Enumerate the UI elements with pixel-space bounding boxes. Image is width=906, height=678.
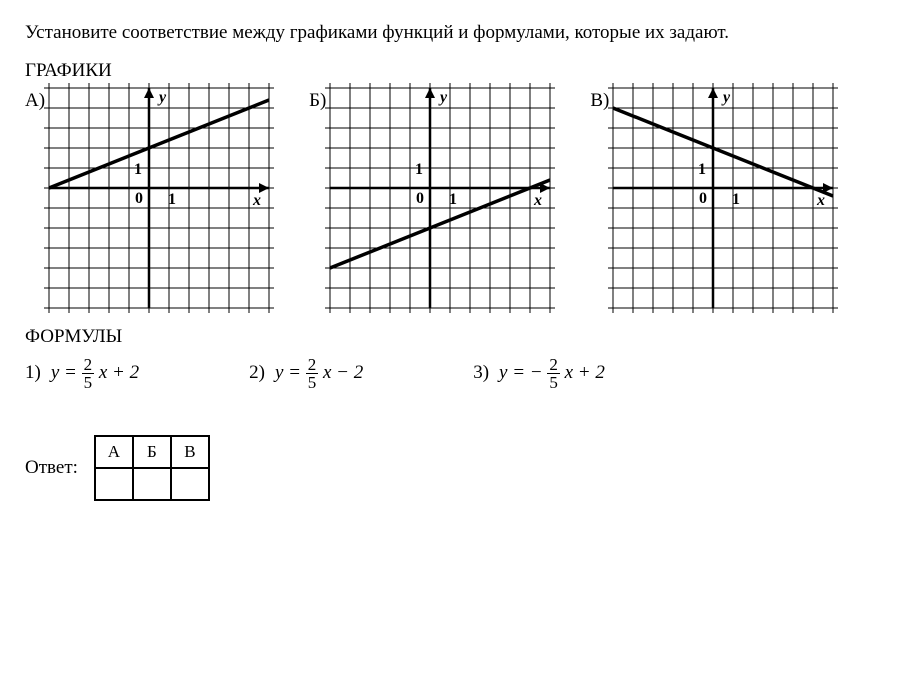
graphs-title: ГРАФИКИ xyxy=(25,60,881,82)
graph-c: 0 1 1 x y xyxy=(613,88,833,308)
formulas-row: 1) y = 25 x + 2 2) y = 25 x − 2 3) y = −… xyxy=(25,356,881,391)
formula-1-body: y = 25 x + 2 xyxy=(51,356,139,391)
formula-3-body: y = − 25 x + 2 xyxy=(499,356,605,391)
svg-text:x: x xyxy=(533,192,542,209)
formula-1-num: 1) xyxy=(25,362,41,384)
svg-text:1: 1 xyxy=(732,191,740,208)
graph-label-c: В) xyxy=(590,88,609,112)
svg-text:0: 0 xyxy=(135,190,143,207)
graphs-row: А) 0 1 1 x y Б) 0 1 1 x y В) 0 1 1 x y xyxy=(25,88,881,308)
svg-text:0: 0 xyxy=(699,190,707,207)
answer-cell-b[interactable] xyxy=(133,468,171,500)
svg-text:1: 1 xyxy=(415,161,423,178)
formula-2: 2) y = 25 x − 2 xyxy=(249,356,363,391)
instruction-text: Установите соответствие между графиками … xyxy=(25,20,881,46)
answer-header-c: В xyxy=(171,436,209,468)
answer-cell-c[interactable] xyxy=(171,468,209,500)
svg-text:y: y xyxy=(438,89,448,106)
answer-row: Ответ: А Б В xyxy=(25,435,881,501)
formula-2-num: 2) xyxy=(249,362,265,384)
formulas-title: ФОРМУЛЫ xyxy=(25,326,881,348)
svg-text:y: y xyxy=(721,89,731,106)
graph-block-c: В) 0 1 1 x y xyxy=(590,88,833,308)
formula-3-num: 3) xyxy=(473,362,489,384)
svg-text:1: 1 xyxy=(134,161,142,178)
graph-a: 0 1 1 x y xyxy=(49,88,269,308)
svg-text:0: 0 xyxy=(416,190,424,207)
formula-3: 3) y = − 25 x + 2 xyxy=(473,356,605,391)
svg-text:x: x xyxy=(252,192,261,209)
answer-header-a: А xyxy=(95,436,133,468)
svg-text:x: x xyxy=(816,192,825,209)
graph-b: 0 1 1 x y xyxy=(330,88,550,308)
svg-text:1: 1 xyxy=(698,161,706,178)
graph-label-a: А) xyxy=(25,88,45,112)
answer-header-b: Б xyxy=(133,436,171,468)
graph-block-a: А) 0 1 1 x y xyxy=(25,88,269,308)
svg-text:y: y xyxy=(157,89,167,106)
answer-label: Ответ: xyxy=(25,457,78,479)
svg-text:1: 1 xyxy=(449,191,457,208)
graph-label-b: Б) xyxy=(309,88,326,112)
formula-2-body: y = 25 x − 2 xyxy=(275,356,363,391)
formula-1: 1) y = 25 x + 2 xyxy=(25,356,139,391)
answer-table: А Б В xyxy=(94,435,210,501)
answer-cell-a[interactable] xyxy=(95,468,133,500)
graph-block-b: Б) 0 1 1 x y xyxy=(309,88,550,308)
svg-text:1: 1 xyxy=(168,191,176,208)
